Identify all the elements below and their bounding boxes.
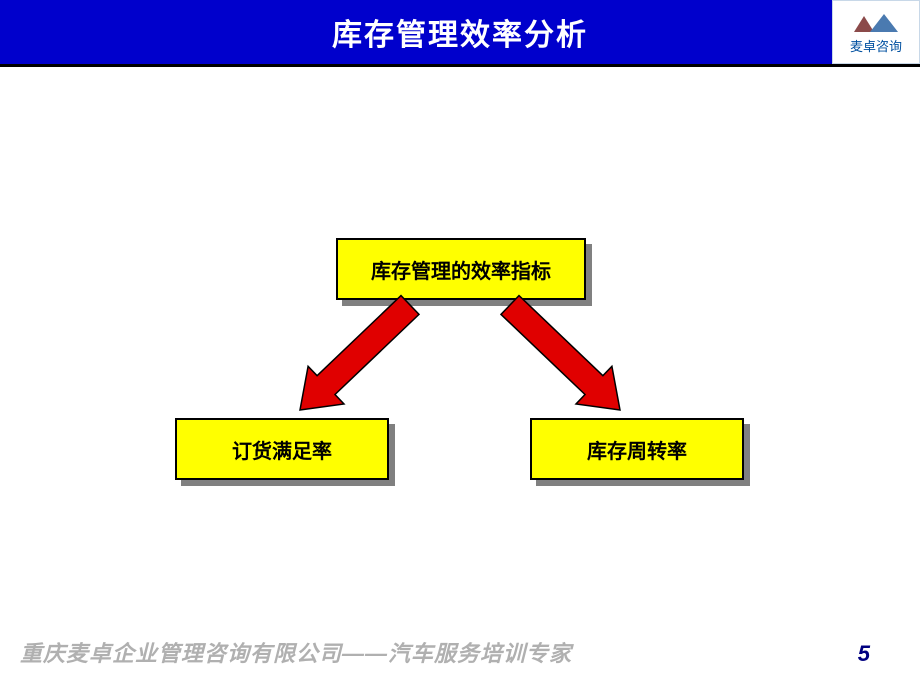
flowchart-arrow-1 — [0, 0, 920, 690]
flowchart-diagram: 库存管理的效率指标订货满足率库存周转率 — [0, 0, 920, 690]
page-number: 5 — [858, 641, 870, 667]
slide-footer: 重庆麦卓企业管理咨询有限公司——汽车服务培训专家 5 — [20, 636, 900, 668]
footer-text: 重庆麦卓企业管理咨询有限公司——汽车服务培训专家 — [20, 636, 572, 668]
